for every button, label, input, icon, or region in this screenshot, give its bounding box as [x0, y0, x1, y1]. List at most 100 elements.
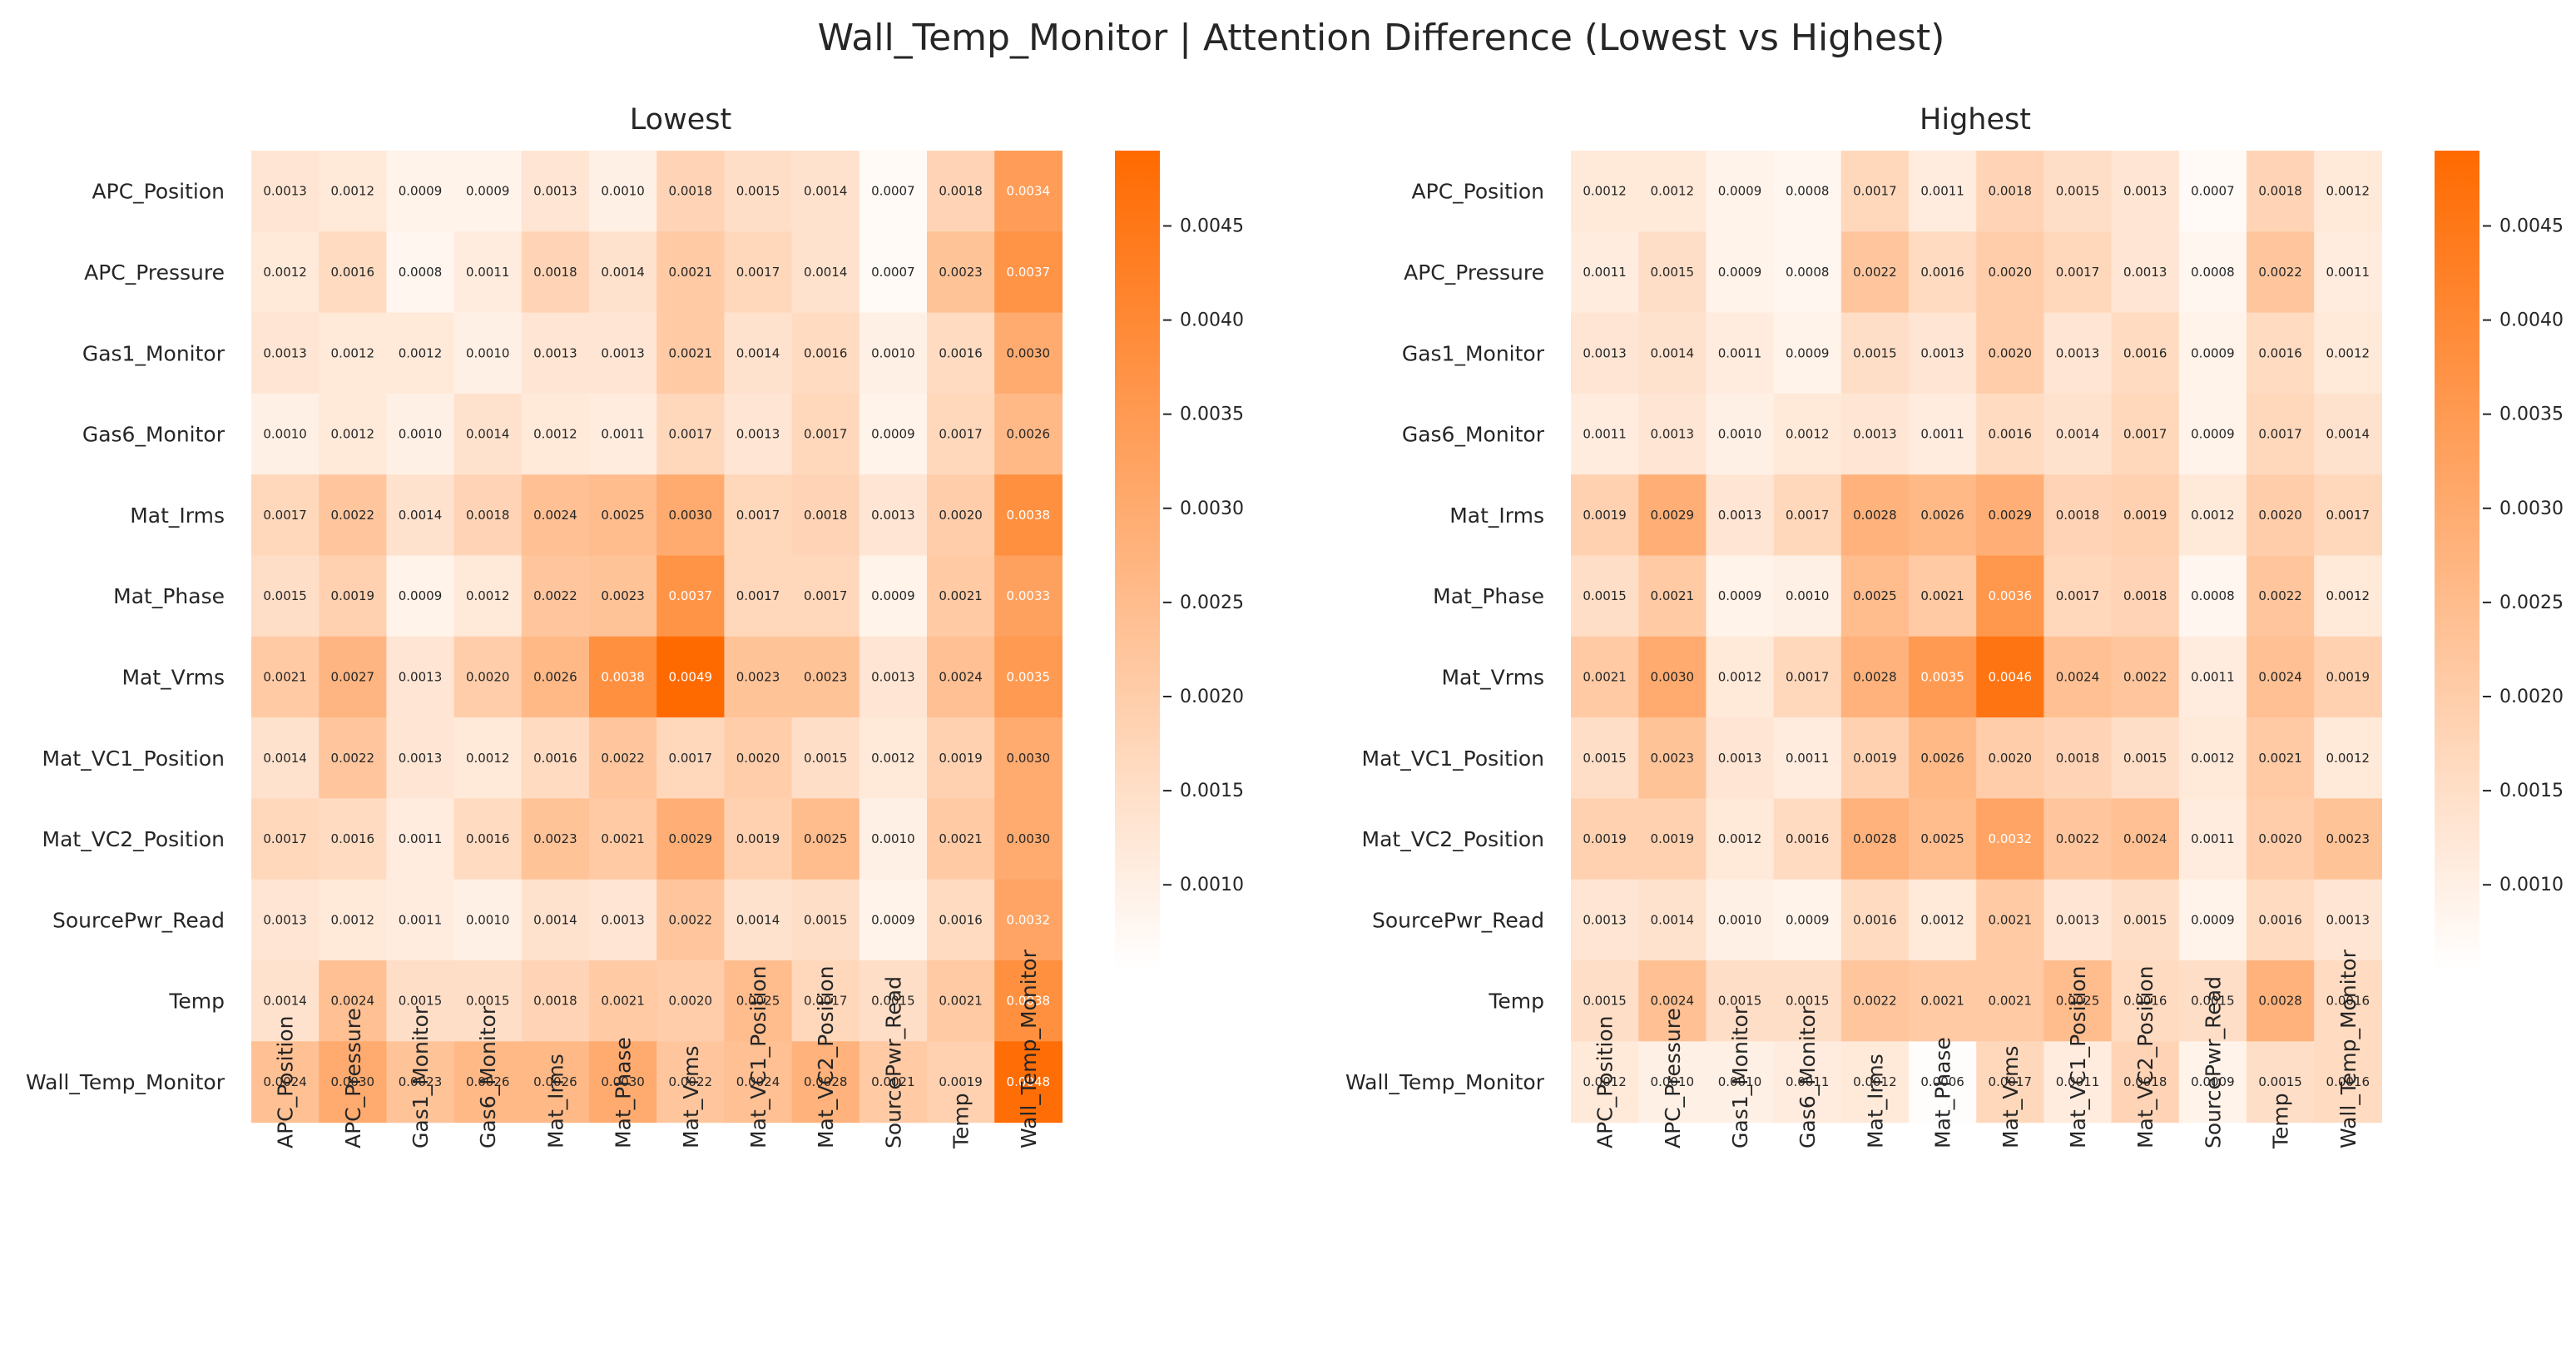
cell-value-label: 0.0012 [2326, 751, 2370, 766]
heatmap-cell [2043, 474, 2113, 557]
cell-value-label: 0.0015 [2123, 751, 2167, 766]
heatmap-cell [453, 636, 523, 718]
heatmap-cell [1840, 151, 1910, 232]
cell-value-label: 0.0013 [399, 669, 443, 684]
cell-value-label: 0.0014 [399, 508, 443, 523]
heatmap-cell [589, 1041, 657, 1123]
row-tick-label: APC_Position [92, 180, 225, 204]
cell-value-label: 0.0019 [331, 588, 375, 603]
heatmap-cell [994, 151, 1063, 232]
heatmap-cell [2247, 1041, 2315, 1123]
heatmap-cell [1773, 879, 1842, 961]
cell-value-label: 0.0021 [263, 669, 307, 684]
cell-value-label: 0.0013 [601, 912, 645, 927]
heatmap-cell [656, 393, 725, 475]
heatmap-cell [453, 393, 523, 475]
heatmap-cell [589, 879, 657, 961]
heatmap-cell [2314, 393, 2382, 475]
cell-value-label: 0.0014 [263, 751, 307, 766]
cell-value-label: 0.0009 [871, 427, 915, 442]
cell-value-label: 0.0020 [1989, 751, 2033, 766]
heatmap-cell [1773, 798, 1842, 880]
cell-value-label: 0.0015 [1786, 994, 1830, 1009]
heatmap-cell [589, 555, 657, 637]
cell-value-label: 0.0017 [1786, 669, 1830, 684]
heatmap-cell [319, 555, 387, 637]
cell-value-label: 0.0020 [466, 669, 510, 684]
column-tick-label: Wall_Temp_Monitor [2336, 949, 2361, 1148]
cell-value-label: 0.0017 [736, 588, 780, 603]
heatmap-cell [589, 960, 657, 1042]
heatmap-cell [251, 312, 320, 394]
colorbar-tick-label: 0.0030 [2499, 498, 2564, 519]
cell-value-label: 0.0009 [2191, 912, 2235, 927]
heatmap-cell [724, 393, 793, 475]
heatmap-cell [589, 717, 657, 799]
column-tick-label: SourcePwr_Read [2201, 976, 2225, 1148]
cell-value-label: 0.0016 [1786, 831, 1830, 846]
cell-value-label: 0.0013 [2123, 184, 2167, 199]
cell-value-label: 0.0013 [871, 669, 915, 684]
heatmap-cell [1909, 717, 1977, 799]
cell-value-label: 0.0016 [2123, 345, 2167, 360]
heatmap-cell [994, 312, 1063, 394]
cell-value-label: 0.0024 [533, 508, 577, 523]
heatmap-cell [1638, 798, 1707, 880]
cell-value-label: 0.0017 [2056, 588, 2100, 603]
heatmap-cell [386, 1041, 455, 1123]
heatmap-cell [2247, 717, 2315, 799]
cell-value-label: 0.0011 [1583, 427, 1627, 442]
cell-value-label: 0.0019 [1583, 831, 1627, 846]
heatmap-cell [1773, 231, 1842, 314]
heatmap-cell [1638, 231, 1707, 314]
cell-value-label: 0.0011 [2191, 831, 2235, 846]
heatmap-cell [386, 231, 455, 314]
column-tick-label: Mat_VC2_Position [2133, 966, 2157, 1149]
column-tick-label: APC_Pressure [1661, 1008, 1685, 1148]
cell-value-label: 0.0013 [263, 184, 307, 199]
cell-value-label: 0.0013 [1920, 345, 1964, 360]
column-tick-label: Temp [2269, 1093, 2293, 1149]
heatmap-cell [1840, 555, 1910, 637]
cell-value-label: 0.0038 [1007, 994, 1051, 1009]
cell-value-label: 0.0013 [1583, 345, 1627, 360]
heatmap-cell [1840, 798, 1910, 880]
cell-value-label: 0.0028 [1853, 508, 1897, 523]
cell-value-label: 0.0019 [1853, 751, 1897, 766]
cell-value-label: 0.0017 [2123, 427, 2167, 442]
cell-value-label: 0.0013 [533, 345, 577, 360]
cell-value-label: 0.0025 [1853, 588, 1897, 603]
heatmap-cell [1840, 636, 1910, 718]
cell-value-label: 0.0016 [1853, 912, 1897, 927]
heatmap-cell [1773, 312, 1842, 394]
heatmap-cell [1773, 636, 1842, 718]
cell-value-label: 0.0016 [1989, 427, 2033, 442]
heatmap-cell [1706, 474, 1775, 557]
heatmap-cell [2314, 798, 2382, 880]
heatmap-cell [2314, 960, 2382, 1042]
cell-value-label: 0.0017 [804, 994, 848, 1009]
heatmap-cell [1840, 1041, 1910, 1123]
heatmap-cell [453, 555, 523, 637]
heatmap-cell [1706, 798, 1775, 880]
cell-value-label: 0.0015 [399, 994, 443, 1009]
heatmap-cell [521, 474, 590, 557]
cell-value-label: 0.0017 [263, 508, 307, 523]
heatmap-cell [1571, 960, 1639, 1042]
cell-value-label: 0.0013 [601, 345, 645, 360]
heatmap-cell [2314, 474, 2382, 557]
heatmap-cell [724, 879, 793, 961]
heatmap-cell [386, 879, 455, 961]
heatmap-cell [251, 151, 320, 232]
heatmap-cell [386, 151, 455, 232]
cell-value-label: 0.0020 [939, 508, 983, 523]
cell-value-label: 0.0017 [1853, 184, 1897, 199]
cell-value-label: 0.0021 [1920, 588, 1964, 603]
cell-value-label: 0.0009 [2191, 427, 2235, 442]
heatmap-cell [927, 231, 995, 314]
row-tick-label: Gas6_Monitor [82, 423, 225, 447]
panel-title: Highest [1920, 103, 2031, 136]
cell-value-label: 0.0023 [804, 669, 848, 684]
row-tick-label: Wall_Temp_Monitor [26, 1070, 225, 1094]
cell-value-label: 0.0014 [2326, 427, 2370, 442]
